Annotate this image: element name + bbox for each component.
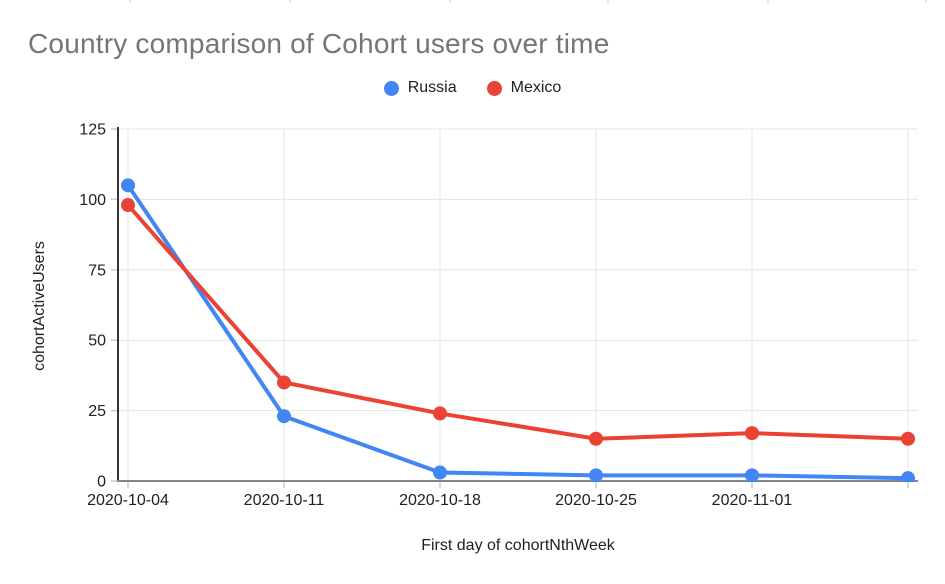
data-point-mexico[interactable] [589, 431, 603, 446]
y-tick-label: 25 [88, 403, 106, 420]
x-tick-label: 2020-11-01 [712, 492, 793, 509]
plot-area[interactable] [121, 178, 915, 485]
x-tick-label: 2020-10-04 [87, 492, 169, 509]
chart-title: Country comparison of Cohort users over … [28, 28, 610, 59]
legend-label: Mexico [510, 79, 562, 96]
legend: Russia Mexico [0, 79, 945, 97]
y-tick-label: 0 [97, 474, 106, 491]
data-point-mexico[interactable] [121, 198, 135, 213]
series-line-russia [126, 183, 910, 481]
x-axis-title: First day of cohortNthWeek [421, 537, 615, 554]
data-point-russia[interactable] [589, 468, 603, 482]
legend-swatch-mexico [486, 80, 502, 96]
legend-label: Russia [407, 79, 457, 96]
y-tick-label: 50 [88, 333, 106, 350]
y-tick-label: 75 [88, 262, 106, 279]
series-line-mexico [126, 203, 910, 441]
legend-item-mexico: Mexico [486, 79, 562, 97]
legend-swatch-russia [383, 80, 399, 96]
data-point-russia[interactable] [901, 471, 915, 485]
cropped-gridline-mark [607, 0, 609, 3]
data-point-russia[interactable] [277, 409, 291, 424]
y-tick-label: 125 [79, 122, 106, 139]
data-point-russia[interactable] [121, 178, 135, 193]
y-tick-label: 100 [79, 192, 106, 209]
data-point-mexico[interactable] [745, 426, 759, 441]
x-tick-label: 2020-10-11 [244, 492, 325, 509]
cropped-gridline-mark [449, 0, 451, 3]
data-point-mexico[interactable] [277, 375, 291, 390]
cropped-gridline-mark [925, 0, 927, 3]
data-point-mexico[interactable] [901, 431, 915, 446]
x-tick-label: 2020-10-25 [555, 492, 637, 509]
data-point-russia[interactable] [433, 465, 447, 480]
data-point-mexico[interactable] [433, 406, 447, 421]
cropped-gridline-mark [129, 0, 131, 3]
y-axis-title: cohortActiveUsers [31, 241, 48, 371]
cropped-gridline-mark [289, 0, 291, 3]
cropped-gridline-mark [767, 0, 769, 3]
x-tick-label: 2020-10-18 [399, 492, 481, 509]
legend-item-russia: Russia [383, 79, 457, 97]
data-point-russia[interactable] [745, 468, 759, 482]
